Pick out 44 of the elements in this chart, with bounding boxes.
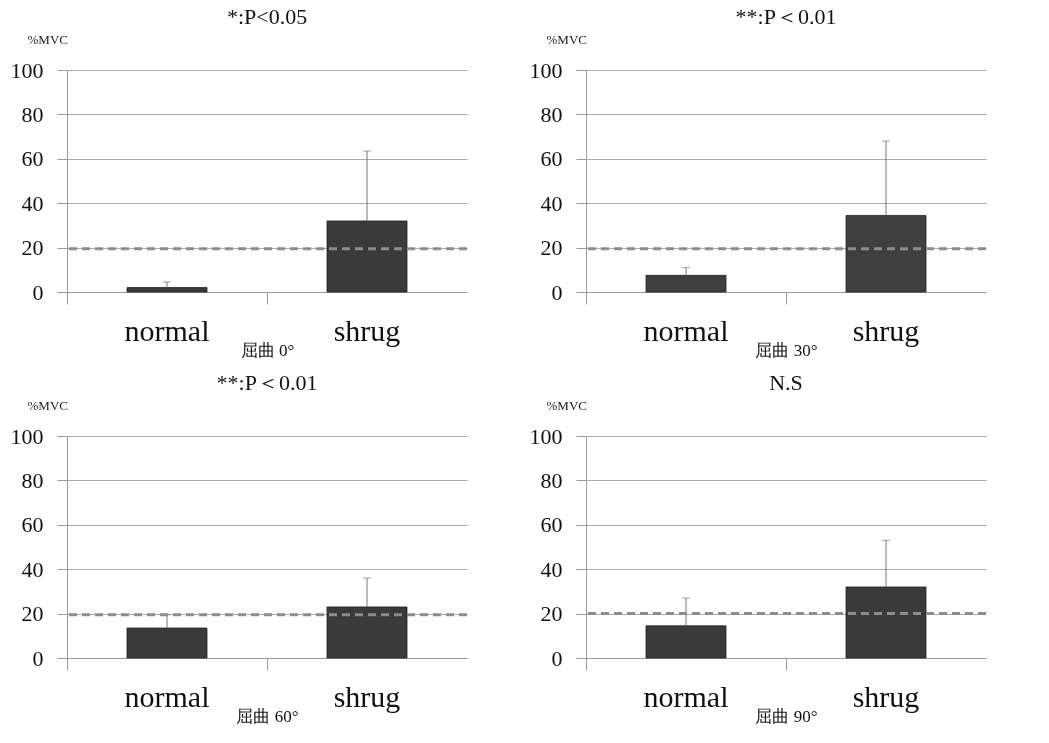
- text: N.S: [769, 370, 803, 395]
- y-tick-label: 80: [540, 467, 563, 493]
- y-tick-label: 0: [32, 279, 44, 305]
- x-tick-label: normal: [643, 679, 729, 713]
- y-tick-label: 40: [540, 556, 563, 582]
- text: *:P<0.05: [226, 4, 308, 29]
- y-tick-label: 80: [21, 467, 44, 493]
- x-tick-label: shrug: [333, 679, 401, 713]
- y-tick-label: 20: [21, 235, 44, 261]
- y-tick-label: 20: [540, 235, 563, 261]
- y-tick-label: 60: [540, 146, 563, 172]
- y-tick-label: 100: [10, 423, 44, 449]
- x-tick-label: normal: [124, 679, 210, 713]
- y-tick-label: 0: [551, 645, 563, 671]
- y-tick-label: 40: [540, 190, 563, 216]
- x-axis-title: 屈曲 0°: [240, 340, 295, 360]
- y-tick-label: 60: [21, 146, 44, 172]
- x-tick-label: shrug: [852, 679, 920, 713]
- y-axis-title: %MVC: [27, 31, 68, 47]
- y-axis-title: %MVC: [27, 397, 68, 413]
- y-tick-label: 20: [21, 601, 44, 627]
- x-tick-label: shrug: [333, 313, 401, 347]
- x-tick-label: normal: [643, 313, 729, 347]
- y-tick-label: 60: [540, 512, 563, 538]
- x-axis-title: 屈曲 30°: [755, 340, 818, 360]
- y-tick-label: 80: [540, 101, 563, 127]
- x-axis-title: 屈曲 60°: [236, 706, 299, 726]
- y-tick-label: 40: [21, 190, 44, 216]
- x-tick-label: normal: [124, 313, 210, 347]
- y-tick-label: 80: [21, 101, 44, 127]
- y-tick-label: 60: [21, 512, 44, 538]
- x-tick-label: shrug: [852, 313, 920, 347]
- y-tick-label: 100: [10, 57, 44, 83]
- y-axis-title: %MVC: [546, 31, 587, 47]
- y-tick-label: 20: [540, 601, 563, 627]
- text: **:P＜0.01: [216, 370, 318, 395]
- text: **:P＜0.01: [735, 4, 837, 29]
- y-tick-label: 0: [32, 645, 44, 671]
- y-tick-label: 0: [551, 279, 563, 305]
- y-tick-label: 100: [529, 57, 563, 83]
- x-axis-title: 屈曲 90°: [755, 706, 818, 726]
- y-tick-label: 40: [21, 556, 44, 582]
- y-axis-title: %MVC: [546, 397, 587, 413]
- y-tick-label: 100: [529, 423, 563, 449]
